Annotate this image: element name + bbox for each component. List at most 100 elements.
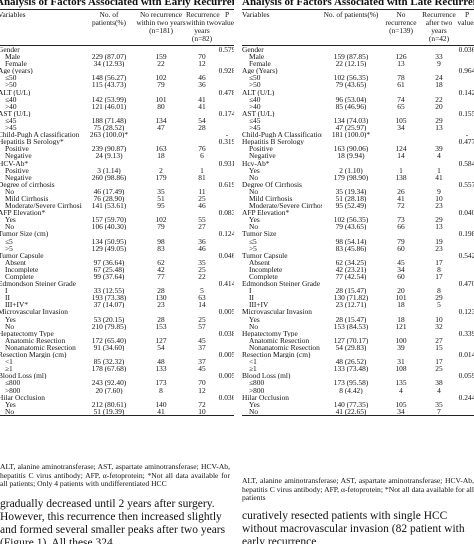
cell	[186, 308, 218, 315]
cell: 47	[157, 124, 165, 132]
item-row: Complete 77 (42.54) 60 17	[242, 273, 474, 280]
variable: Yes	[249, 315, 260, 323]
cell	[422, 308, 456, 315]
cell: 134	[155, 116, 167, 125]
variable: Degree of cirrhosis	[0, 180, 55, 188]
cell: 22	[198, 273, 206, 281]
cell	[218, 96, 234, 103]
cell	[218, 273, 234, 280]
cell: 0.038	[218, 329, 234, 337]
item-row: Yes 212 (80.61) 140 72	[0, 401, 234, 408]
right-panel: Analysis of Factors Associated with Late…	[240, 0, 474, 544]
cell: 17	[435, 358, 443, 366]
cell: 14	[397, 152, 405, 160]
cell: 4	[399, 386, 403, 394]
cell: 0.478	[218, 88, 234, 96]
variable: ≤40	[5, 95, 17, 103]
group-row: AST (U/L) 0.174	[0, 110, 234, 117]
cell: 105	[395, 116, 407, 125]
item-row: No 51 (19.39) 41 10	[0, 407, 234, 416]
group-row: ALT (U/L) 0.142	[242, 89, 474, 96]
cell: 8	[159, 386, 163, 394]
cell: 0.155	[458, 109, 474, 117]
cell: 0.014	[458, 351, 474, 359]
column-header: No recurrence (n=139)	[380, 9, 422, 46]
cell: 153	[155, 322, 167, 330]
cell	[456, 188, 474, 195]
cell: 98 (54.14)	[335, 237, 367, 245]
group-row: Hilar Occlusion 0.244	[242, 394, 474, 401]
cell: 46	[198, 74, 206, 82]
cell: 0.964	[458, 67, 474, 75]
cell: 2 (1.10)	[339, 166, 363, 174]
cell	[322, 46, 380, 54]
cell	[422, 67, 456, 74]
variable: ≤5	[249, 237, 257, 245]
footnote: ALT, alanine aminotransferase; AST, aspa…	[242, 476, 474, 503]
variable: Negative	[5, 152, 32, 160]
item-row: No 106 (40.30) 79 27	[0, 223, 234, 230]
variable: >50	[249, 81, 261, 89]
cell	[456, 195, 474, 202]
cell: 60	[397, 273, 405, 281]
cell	[380, 67, 422, 74]
item-row: >800 20 (7.60) 8 12	[0, 387, 234, 394]
group-row: Hilar Occlusion 0.036	[0, 394, 234, 401]
cell	[136, 280, 186, 287]
cell: 0.414	[218, 280, 234, 288]
group-row: Edmondson Steiner Grade 0.414	[0, 280, 234, 287]
cell: 51 (28.18)	[335, 194, 367, 203]
item-row: I 28 (15.47) 20 8	[242, 287, 474, 294]
variable: ≤800	[249, 379, 265, 387]
cell	[422, 110, 456, 117]
cell: 163	[155, 145, 167, 153]
cell: 60	[397, 244, 405, 252]
cell	[136, 330, 186, 337]
item-row: Yes 28 (15.47) 18 10	[242, 316, 474, 323]
cell: 85 (32.32)	[93, 358, 125, 366]
cell: 41 (22.65)	[322, 407, 380, 416]
cell	[456, 301, 474, 308]
variable: Hilar Occlusion	[0, 393, 45, 401]
cell	[218, 301, 234, 308]
cell: 85 (46.96)	[335, 102, 367, 110]
cell: 48	[157, 358, 165, 366]
cell: 134 (50.95)	[91, 237, 127, 245]
variable: AFP Elevation*	[0, 209, 46, 217]
cell: 22	[435, 95, 443, 103]
cell: 36	[198, 237, 206, 245]
item-row: Negative 24 (9.13) 18 6	[0, 152, 234, 159]
cell: 0.083	[218, 209, 234, 217]
table: Variables No. of patients(%) No recurrence…	[0, 9, 234, 416]
cell	[218, 294, 234, 301]
cell: 163 (90.06)	[333, 145, 369, 153]
cell: 0.931	[218, 159, 234, 167]
item-row: Mild Cirrhosis 51 (28.18) 41 10	[242, 195, 474, 202]
variable: Yes	[5, 400, 16, 408]
variable: II	[249, 294, 254, 302]
cell: 159	[155, 53, 167, 61]
cell: 79 (43.65)	[335, 223, 367, 231]
cell: 0.557	[458, 180, 474, 188]
cell	[456, 117, 474, 124]
cell	[136, 372, 186, 379]
cell: 2	[159, 166, 163, 174]
cell: 80	[157, 102, 165, 110]
cell	[322, 252, 380, 259]
variable: III+IV*	[5, 301, 29, 309]
variable: ≤50	[5, 74, 17, 82]
cell	[380, 394, 422, 401]
cell	[456, 81, 474, 88]
item-row: >45 47 (25.97) 34 13	[242, 124, 474, 131]
variable: No	[0, 407, 82, 416]
cell	[82, 89, 136, 96]
cell	[380, 230, 422, 237]
cell: 97 (36.64)	[93, 258, 125, 266]
cell: 138	[395, 173, 407, 181]
cell: 28 (15.47)	[335, 315, 367, 323]
variable: ≥1	[5, 365, 13, 373]
cell	[82, 46, 136, 54]
variable: ≤45	[249, 116, 261, 125]
cell: 106 (40.30)	[91, 223, 127, 231]
item-row: ≥1 178 (67.68) 133 45	[0, 365, 234, 372]
